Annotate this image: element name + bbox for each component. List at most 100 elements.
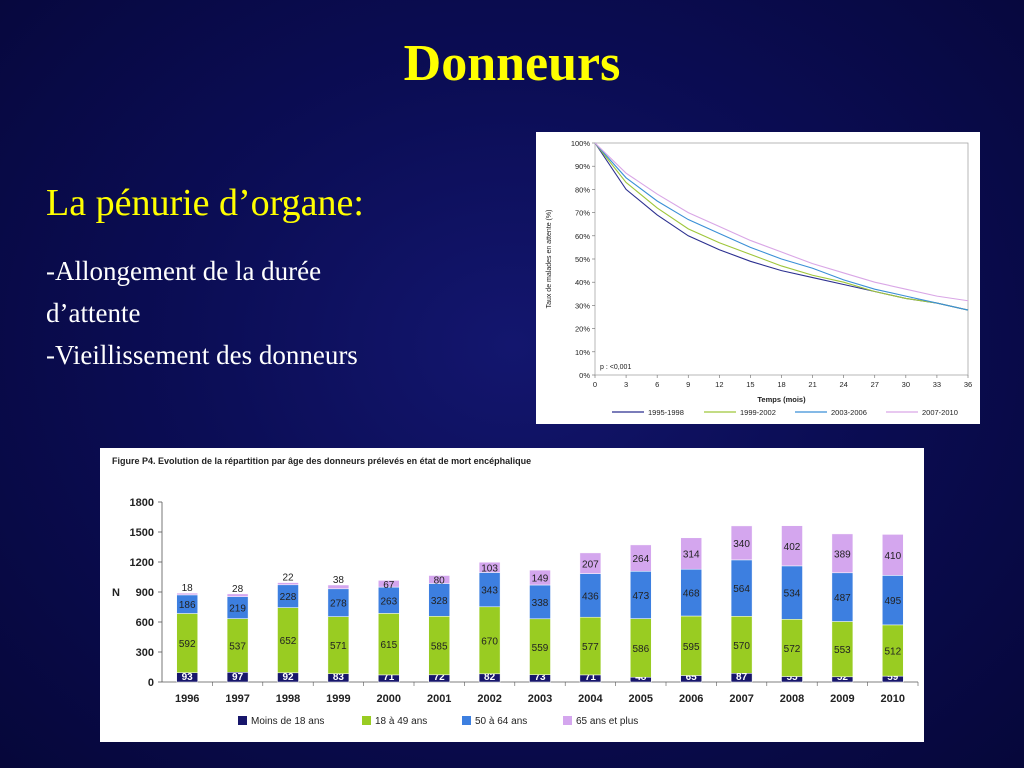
bullet-item: d’attente xyxy=(46,298,141,328)
slide-subtitle: La pénurie d’organe: xyxy=(46,182,364,224)
data-label: 553 xyxy=(834,645,851,656)
data-label: 564 xyxy=(733,584,750,595)
x-tick-label: 2004 xyxy=(578,693,603,705)
data-label: 228 xyxy=(280,592,297,603)
data-label: 571 xyxy=(330,641,347,652)
y-tick-label: 70% xyxy=(575,209,590,218)
data-label: 103 xyxy=(481,563,498,574)
data-label: 71 xyxy=(585,672,597,683)
x-tick-label: 21 xyxy=(808,380,816,389)
x-tick-label: 1996 xyxy=(175,693,199,705)
data-label: 97 xyxy=(232,672,244,683)
data-label: 572 xyxy=(784,644,801,655)
waiting-time-chart-image: 0% 10% 20% 30% 40% 50% 60% 70% 80% 90% 100% 0 3 6 9 12 1… xyxy=(536,132,980,424)
data-label: 468 xyxy=(683,589,700,600)
bar-segment xyxy=(428,575,450,584)
data-label: 264 xyxy=(632,554,649,565)
x-tick-label: 24 xyxy=(839,380,847,389)
data-label: 83 xyxy=(333,672,345,683)
x-tick-label: 33 xyxy=(933,380,941,389)
data-label: 278 xyxy=(330,599,347,610)
bar-segment xyxy=(730,525,753,561)
x-tick-label: 0 xyxy=(593,380,597,389)
data-label: 28 xyxy=(232,584,244,595)
x-tick-label: 1999 xyxy=(326,693,350,705)
data-label: 585 xyxy=(431,642,448,653)
data-label: 22 xyxy=(282,573,294,584)
x-tick-label: 2000 xyxy=(377,693,401,705)
data-label: 436 xyxy=(582,591,599,602)
data-label: 314 xyxy=(683,550,700,561)
bar-segment xyxy=(226,593,249,597)
legend-swatch xyxy=(462,716,471,725)
data-label: 586 xyxy=(632,644,649,655)
data-label: 92 xyxy=(282,672,294,683)
data-label: 389 xyxy=(834,549,851,560)
data-label: 343 xyxy=(481,586,498,597)
series-line xyxy=(594,142,969,302)
donor-age-chart-image: Figure P4. Evolution de la répartition p… xyxy=(100,448,924,742)
bar-segment xyxy=(579,552,602,574)
y-tick-label: 90% xyxy=(575,162,590,171)
data-label: 55 xyxy=(786,672,798,683)
data-label: 534 xyxy=(784,589,801,600)
p-value-annotation: p : <0,001 xyxy=(600,364,631,371)
data-label: 186 xyxy=(179,600,196,611)
y-tick-label: 40% xyxy=(575,278,590,287)
data-label: 473 xyxy=(632,591,649,602)
data-label: 340 xyxy=(733,539,750,550)
x-tick-label: 1997 xyxy=(225,693,249,705)
data-label: 537 xyxy=(229,641,246,652)
x-tick-label: 1998 xyxy=(276,693,300,705)
y-tick-label: 900 xyxy=(136,587,154,599)
y-tick-label: 100% xyxy=(571,139,591,148)
legend-label: 1995-1998 xyxy=(648,408,684,417)
data-label: 652 xyxy=(280,636,297,647)
x-tick-label: 2009 xyxy=(830,693,854,705)
y-axis-label: Taux de malades en attente (%) xyxy=(546,210,553,309)
x-tick-label: 12 xyxy=(715,380,723,389)
y-tick-label: 0% xyxy=(579,371,590,380)
bar-segment xyxy=(327,584,350,590)
y-tick-label: 60% xyxy=(575,232,590,241)
data-label: 592 xyxy=(179,639,196,650)
data-label: 615 xyxy=(380,640,397,651)
bar-segment xyxy=(378,580,400,588)
legend-swatch xyxy=(563,716,572,725)
x-tick-label: 18 xyxy=(777,380,785,389)
y-tick-label: 80% xyxy=(575,185,590,194)
y-tick-label: 50% xyxy=(575,255,590,264)
bar-segment xyxy=(781,525,803,567)
y-tick-label: 30% xyxy=(575,301,590,310)
data-label: 577 xyxy=(582,642,599,653)
x-tick-label: 15 xyxy=(746,380,754,389)
bullet-list: -Allongement de la durée d’attente -Viei… xyxy=(46,250,358,376)
data-label: 512 xyxy=(884,647,901,658)
x-axis-label: Temps (mois) xyxy=(757,395,806,404)
waiting-time-line-chart: 0%10%20%30%40%50%60%70%80%90%100%0 3 6 9 12 1… xyxy=(546,139,972,417)
data-label: 402 xyxy=(784,542,801,553)
x-tick-label: 3 xyxy=(624,380,628,389)
x-tick-label: 2005 xyxy=(629,693,653,705)
y-tick-label: 1800 xyxy=(130,497,154,509)
data-label: 82 xyxy=(484,672,496,683)
x-tick-label: 2010 xyxy=(881,693,905,705)
data-label: 72 xyxy=(434,672,446,683)
x-tick-label: 2008 xyxy=(780,693,804,705)
legend-label: 65 ans et plus xyxy=(576,716,638,727)
legend-label: Moins de 18 ans xyxy=(251,716,324,727)
x-tick-label: 36 xyxy=(964,380,972,389)
legend-swatch xyxy=(238,716,247,725)
legend-label: 18 à 49 ans xyxy=(375,716,427,727)
data-label: 495 xyxy=(884,596,901,607)
chart-title: Figure P4. Evolution de la répartition p… xyxy=(112,456,531,466)
y-axis-label: N xyxy=(112,587,120,599)
legend-label: 2003-2006 xyxy=(831,408,867,417)
data-label: 65 xyxy=(686,672,698,683)
x-tick-label: 9 xyxy=(686,380,690,389)
data-label: 18 xyxy=(182,583,194,594)
data-label: 559 xyxy=(532,643,549,654)
legend-label: 50 à 64 ans xyxy=(475,716,527,727)
data-label: 149 xyxy=(532,574,549,585)
data-label: 73 xyxy=(534,672,546,683)
